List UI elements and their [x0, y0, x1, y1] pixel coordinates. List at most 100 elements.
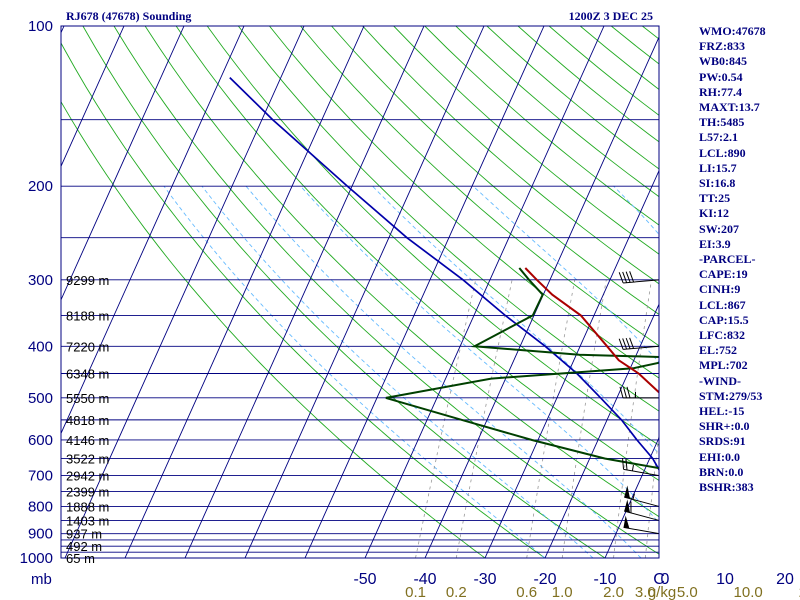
barb-pennant	[624, 485, 631, 499]
index-item: EL:752	[699, 343, 738, 358]
index-item: KI:12	[699, 206, 729, 221]
isotherm	[244, 26, 485, 558]
barb-flag	[618, 338, 624, 350]
barb-flag	[619, 386, 624, 398]
temperature-tick-label: 10	[716, 571, 734, 588]
mixing-ratio-tick-label: 20.0	[799, 584, 800, 600]
barb-staff	[623, 279, 660, 284]
index-item: PW:0.54	[699, 69, 743, 84]
isotherm	[61, 26, 185, 301]
mixing-ratio-tick-label: 5.0	[677, 584, 698, 600]
barb-flag	[622, 338, 628, 350]
index-item: LCL:890	[699, 145, 746, 160]
index-item: LFC:832	[699, 328, 745, 343]
barb-flag	[622, 457, 625, 470]
barb-staff	[623, 526, 660, 535]
index-item: BRN:0.0	[699, 464, 744, 479]
mixing-ratio-tick-label: g/kg	[648, 584, 676, 600]
isotherm	[604, 436, 659, 558]
index-item: LI:15.7	[699, 160, 737, 175]
mixing-ratio-line	[455, 279, 513, 558]
mixing-ratio-tick-label: 10.0	[734, 584, 763, 600]
pressure-tick-label: 300	[28, 272, 53, 289]
index-item: CINH:9	[699, 282, 741, 297]
index-item: L57:2.1	[699, 130, 738, 145]
profile-lines	[229, 76, 659, 472]
pressure-tick-label: 100	[28, 18, 53, 35]
index-item: CAP:15.5	[699, 312, 749, 327]
index-item: CAPE:19	[699, 267, 748, 282]
height-label: 1888 m	[66, 499, 109, 514]
height-labels: 9299 m 8188 m 7220 m 6348 m 5550 m 4818 m 4146…	[66, 273, 109, 566]
barb-staff	[623, 345, 660, 350]
wind-barb	[618, 337, 660, 350]
wind-barb	[624, 499, 660, 521]
index-item: -WIND-	[699, 373, 741, 388]
isotherm	[61, 26, 125, 168]
wind-barb	[618, 271, 660, 284]
height-label: 6348 m	[66, 367, 109, 382]
height-label: 5550 m	[66, 391, 109, 406]
pressure-tick-label: 700	[28, 468, 53, 485]
index-item: MAXT:13.7	[699, 100, 760, 115]
mixing-ratio-tick-label: 1.0	[552, 584, 573, 600]
wind-barb	[623, 515, 660, 535]
index-item: EI:3.9	[699, 236, 731, 251]
mixing-ratio-tick-label: 0.6	[516, 584, 537, 600]
temperature-tick-label: C	[653, 571, 665, 588]
barb-pennant	[623, 515, 630, 529]
barb-pennant	[624, 499, 631, 513]
index-item: HEL:-15	[699, 404, 745, 419]
isotherm	[64, 26, 305, 558]
height-label: 2399 m	[66, 485, 109, 500]
barb-flag	[618, 272, 624, 284]
mixing-ratio-tick-label: 0.1	[405, 584, 426, 600]
barb-flag	[629, 271, 635, 283]
index-item: SW:207	[699, 221, 740, 236]
index-item: SRDS:91	[699, 434, 746, 449]
wind-barb	[619, 386, 659, 399]
temperature-trace	[524, 267, 659, 394]
barb-flag	[623, 386, 627, 398]
pressure-tick-label: 400	[28, 338, 53, 355]
index-item: FRZ:833	[699, 39, 745, 54]
index-item: MPL:702	[699, 358, 748, 373]
barb-flag	[626, 386, 631, 398]
height-label: 4146 m	[66, 433, 109, 448]
barb-flag	[625, 458, 628, 470]
isotherm	[424, 36, 659, 558]
mixing-ratio-axis: 0.10.20.61.02.03.05.010.020.040.0g/kg	[405, 584, 800, 600]
plot-frame	[60, 25, 660, 559]
height-label: 1403 m	[66, 513, 109, 528]
index-item: WB0:845	[699, 54, 747, 69]
index-item: EHI:0.0	[699, 449, 741, 464]
index-item: SHR+:0.0	[699, 419, 750, 434]
barb-staff	[623, 468, 660, 477]
index-item: STM:279/53	[699, 388, 763, 403]
mixing-ratio-tick-label: 2.0	[603, 584, 624, 600]
barb-half-flag	[632, 493, 635, 500]
index-item: BSHR:383	[699, 480, 754, 495]
isotherm	[304, 26, 545, 558]
height-label: 3522 m	[66, 451, 109, 466]
index-item: SI:16.8	[699, 176, 736, 191]
temperature-tick-label: -40	[413, 571, 436, 588]
background-lines	[61, 26, 659, 558]
temperature-tick-label: -20	[533, 571, 556, 588]
pressure-tick-label: 900	[28, 526, 53, 543]
pressure-tick-label: 800	[28, 498, 53, 515]
mixing-ratio-tick-label: 3.0	[635, 584, 656, 600]
wind-barb	[622, 457, 660, 477]
temperature-tick-label: 20	[776, 571, 794, 588]
temperature-tick-label: -10	[593, 571, 616, 588]
barb-flag	[622, 271, 628, 283]
index-item: TH:5485	[699, 115, 745, 130]
barb-flag	[625, 271, 631, 283]
isotherm	[184, 26, 425, 558]
station-title: RJ678 (47678) Sounding	[66, 9, 191, 23]
pressure-tick-label: 500	[28, 390, 53, 407]
index-item: -PARCEL-	[699, 252, 756, 267]
isotherm	[484, 169, 659, 558]
index-item: RH:77.4	[699, 84, 742, 99]
